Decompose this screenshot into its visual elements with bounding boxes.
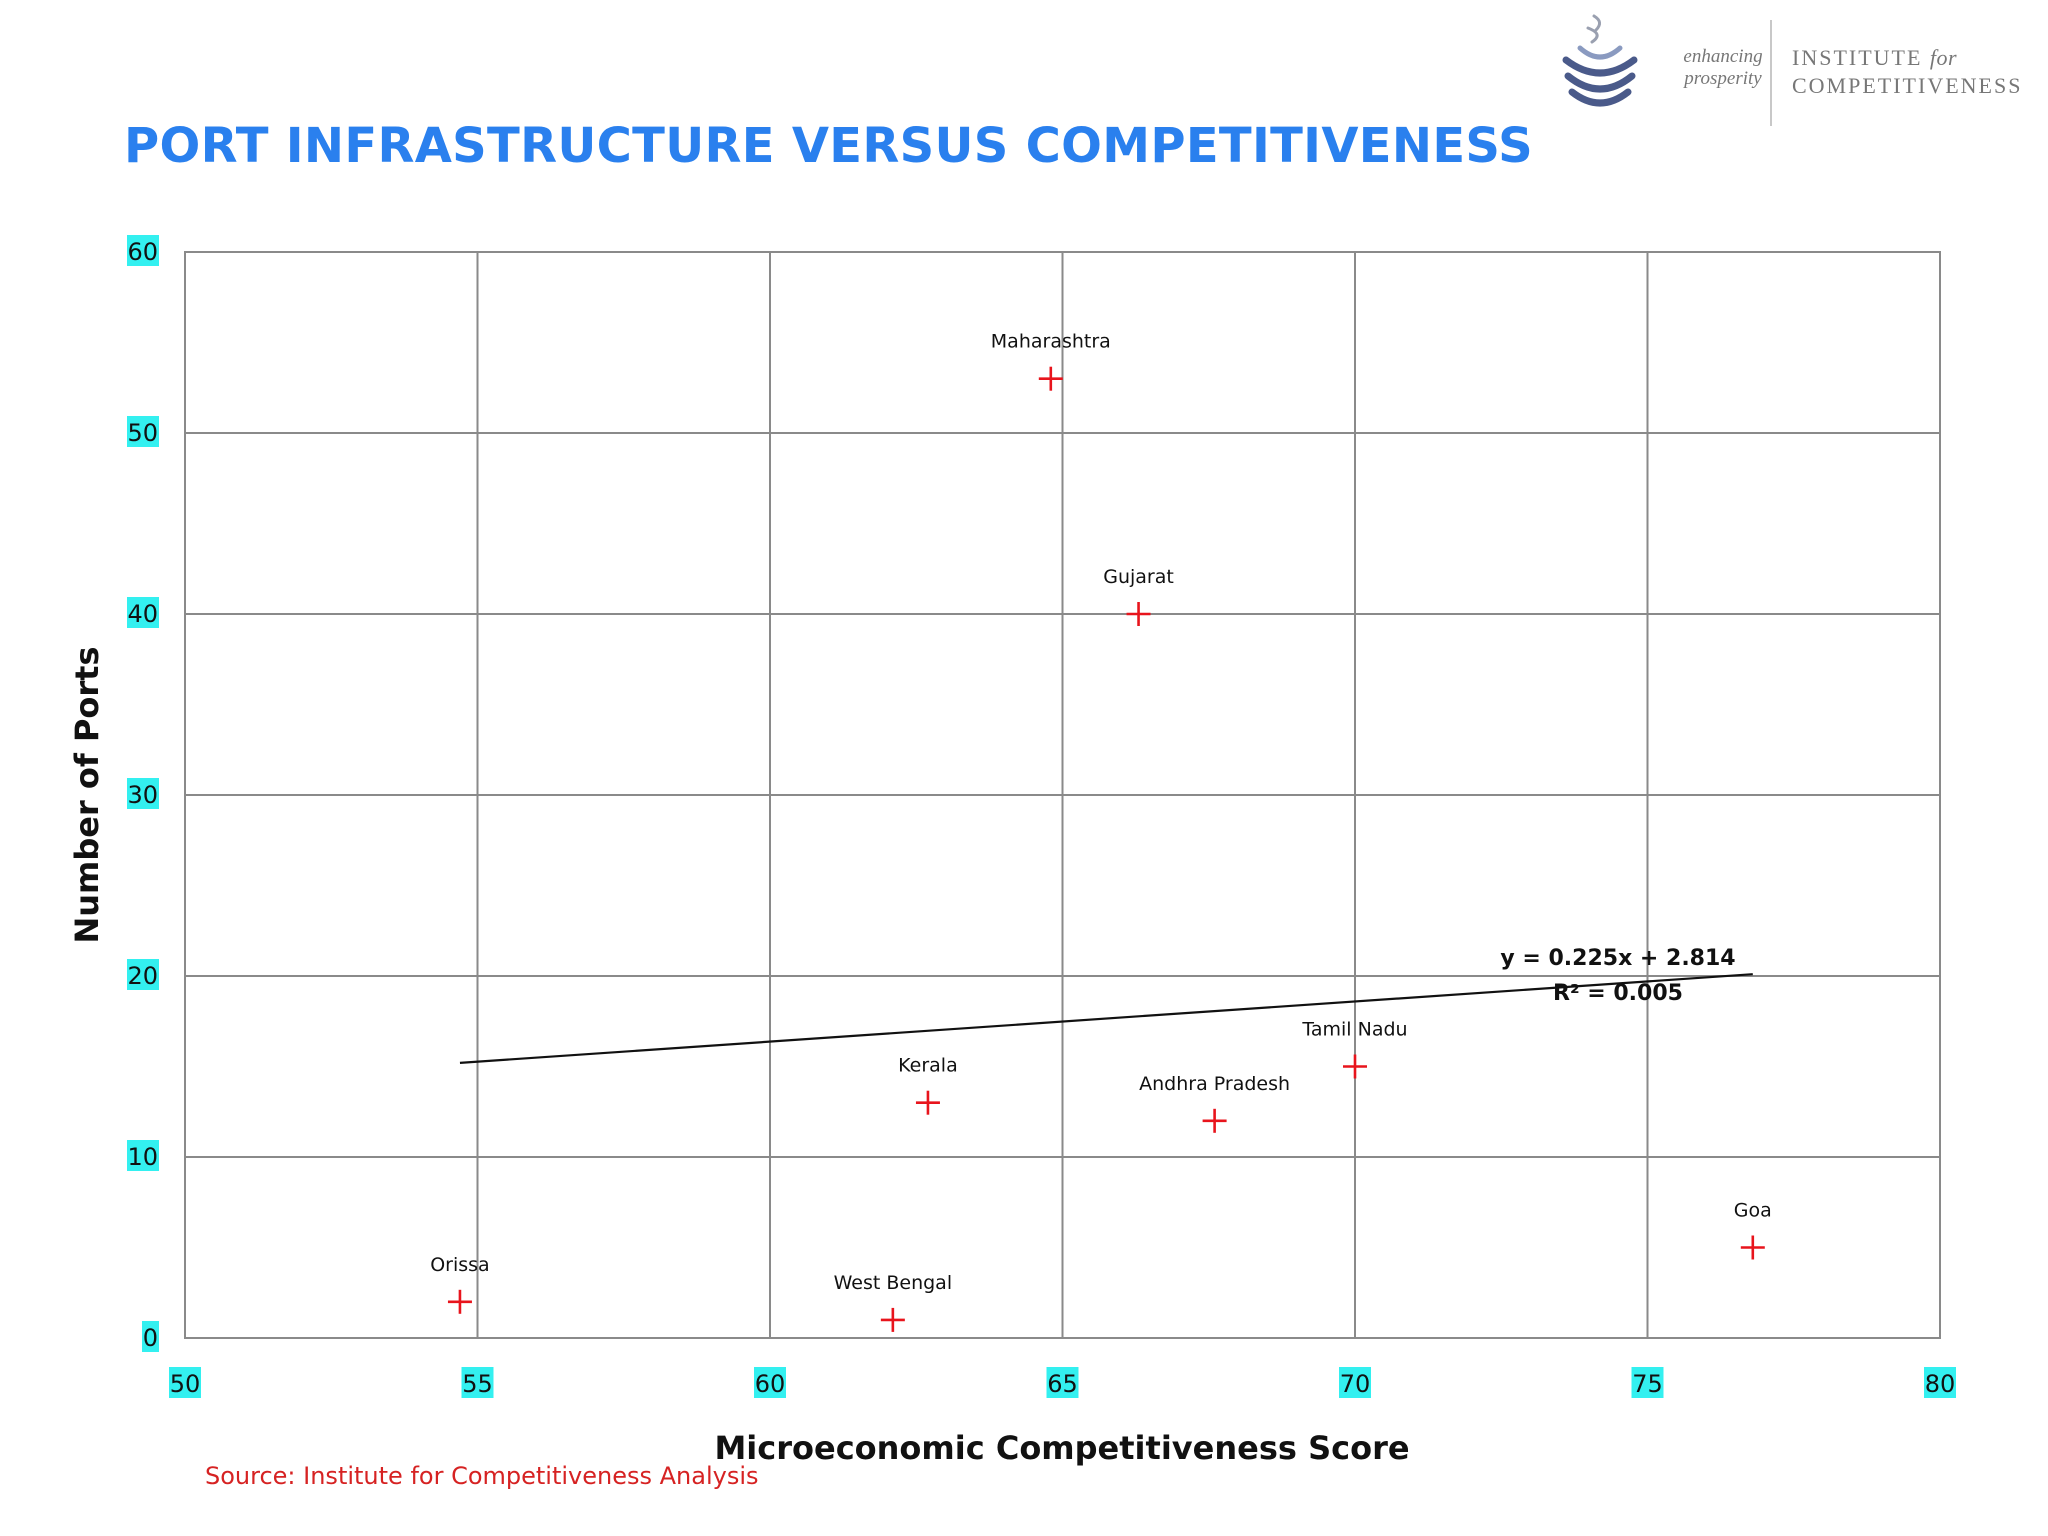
y-tick-label: 0: [143, 1324, 158, 1352]
x-tick-label: 75: [1632, 1370, 1663, 1398]
y-tick-highlight: [142, 1321, 159, 1352]
y-tick-label: 30: [127, 781, 158, 809]
logo-name-line2: COMPETITIVENESS: [1792, 73, 2023, 98]
y-tick-highlight: [127, 597, 159, 628]
x-tick-label: 80: [1925, 1370, 1956, 1398]
y-tick-label: 10: [127, 1143, 158, 1171]
y-tick-label: 60: [127, 238, 158, 266]
x-tick-highlight: [169, 1367, 201, 1398]
point-label: Kerala: [898, 1055, 958, 1077]
x-tick-highlight: [1046, 1367, 1079, 1398]
y-tick-label: 50: [127, 419, 158, 447]
y-tick-label: 40: [127, 600, 158, 628]
trendline-r-squared: R² = 0.005: [1553, 981, 1683, 1006]
page-title: PORT INFRASTRUCTURE VERSUS COMPETITIVENE…: [124, 118, 1534, 174]
source-note: Source: Institute for Competitiveness An…: [205, 1462, 759, 1490]
point-label: Goa: [1734, 1200, 1772, 1222]
x-axis-title: Microeconomic Competitiveness Score: [714, 1429, 1409, 1467]
x-tick-highlight: [1924, 1367, 1956, 1398]
logo-name-for: for: [1929, 45, 1958, 70]
axis-ticks: 50 55 60 65 70 75 80 0 10 20 30 40 50 60: [127, 235, 1956, 1398]
data-point: Andhra Pradesh: [1139, 1073, 1290, 1133]
y-tick-label: 20: [127, 962, 158, 990]
lotus-emblem-icon: [1562, 14, 1638, 107]
data-point: Goa: [1734, 1200, 1772, 1260]
x-tick-highlight: [1339, 1367, 1371, 1398]
trendline-equation: y = 0.225x + 2.814: [1500, 946, 1735, 971]
point-label: West Bengal: [834, 1272, 953, 1294]
logo-divider: [1770, 20, 1772, 126]
y-tick-highlight: [127, 778, 159, 809]
x-tick-label: 60: [755, 1370, 786, 1398]
chart-grid: [184, 251, 1941, 1339]
point-label: Gujarat: [1103, 566, 1174, 588]
plot-area-frame: [184, 251, 1941, 1339]
x-tick-highlight: [754, 1367, 786, 1398]
point-label: Tamil Nadu: [1301, 1019, 1407, 1041]
trendline-layer: y = 0.225x + 2.814 R² = 0.005: [459, 946, 1753, 1064]
point-label: Orissa: [430, 1254, 490, 1276]
point-label: Maharashtra: [991, 331, 1111, 353]
data-point: West Bengal: [834, 1272, 953, 1332]
y-axis-title: Number of Ports: [68, 646, 106, 943]
x-tick-highlight: [1631, 1367, 1664, 1398]
logo-institute-name: INSTITUTE for COMPETITIVENESS: [1792, 44, 2022, 100]
data-points: Maharashtra Gujarat Tamil Nadu Kerala Andhra…: [430, 331, 1772, 1332]
x-tick-label: 70: [1340, 1370, 1371, 1398]
logo-tagline-line2: prosperity: [1684, 68, 1762, 89]
data-point: Kerala: [898, 1055, 958, 1115]
y-tick-highlight: [127, 416, 159, 447]
y-tick-highlight: [127, 959, 159, 990]
x-tick-label: 50: [170, 1370, 201, 1398]
x-tick-label: 55: [462, 1370, 493, 1398]
data-point: Orissa: [430, 1254, 490, 1314]
y-tick-highlight: [127, 235, 159, 266]
point-label: Andhra Pradesh: [1139, 1073, 1290, 1095]
trendline: [459, 973, 1753, 1064]
logo-tagline: enhancing prosperity: [1658, 46, 1788, 90]
institute-logo: enhancing prosperity INSTITUTE for COMPE…: [1560, 8, 2040, 126]
data-point: Tamil Nadu: [1301, 1019, 1408, 1079]
x-tick-highlight: [461, 1367, 494, 1398]
logo-name-line1: INSTITUTE: [1792, 45, 1923, 70]
y-tick-highlight: [127, 1140, 159, 1171]
data-point: Maharashtra: [991, 331, 1111, 391]
logo-tagline-line1: enhancing: [1683, 46, 1763, 67]
data-point: Gujarat: [1103, 566, 1174, 626]
x-tick-label: 65: [1047, 1370, 1078, 1398]
